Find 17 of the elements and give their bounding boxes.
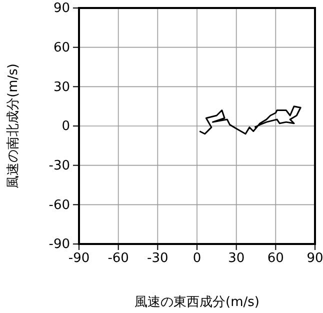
y-tick-label: 30	[53, 80, 70, 95]
x-axis-title: 風速の東西成分(m/s)	[134, 295, 260, 310]
y-tick-label: 0	[62, 119, 70, 134]
x-tick-label: -30	[147, 251, 168, 266]
x-tick-label: -90	[68, 251, 90, 266]
y-tick-label: 90	[53, 1, 70, 16]
y-axis-title: 風速の南北成分(m/s)	[6, 64, 21, 188]
y-tick-label: -60	[48, 198, 70, 213]
x-tick-label: 0	[192, 251, 202, 266]
y-tick-label: 60	[53, 40, 70, 56]
x-tick-label: 60	[267, 251, 284, 266]
y-tick-label: -30	[48, 158, 70, 174]
y-tick-label: -90	[48, 237, 70, 252]
x-tick-label: 30	[228, 251, 245, 266]
x-tick-label: 90	[306, 251, 323, 266]
line-series	[198, 106, 302, 135]
x-tick-label: -60	[108, 251, 129, 266]
